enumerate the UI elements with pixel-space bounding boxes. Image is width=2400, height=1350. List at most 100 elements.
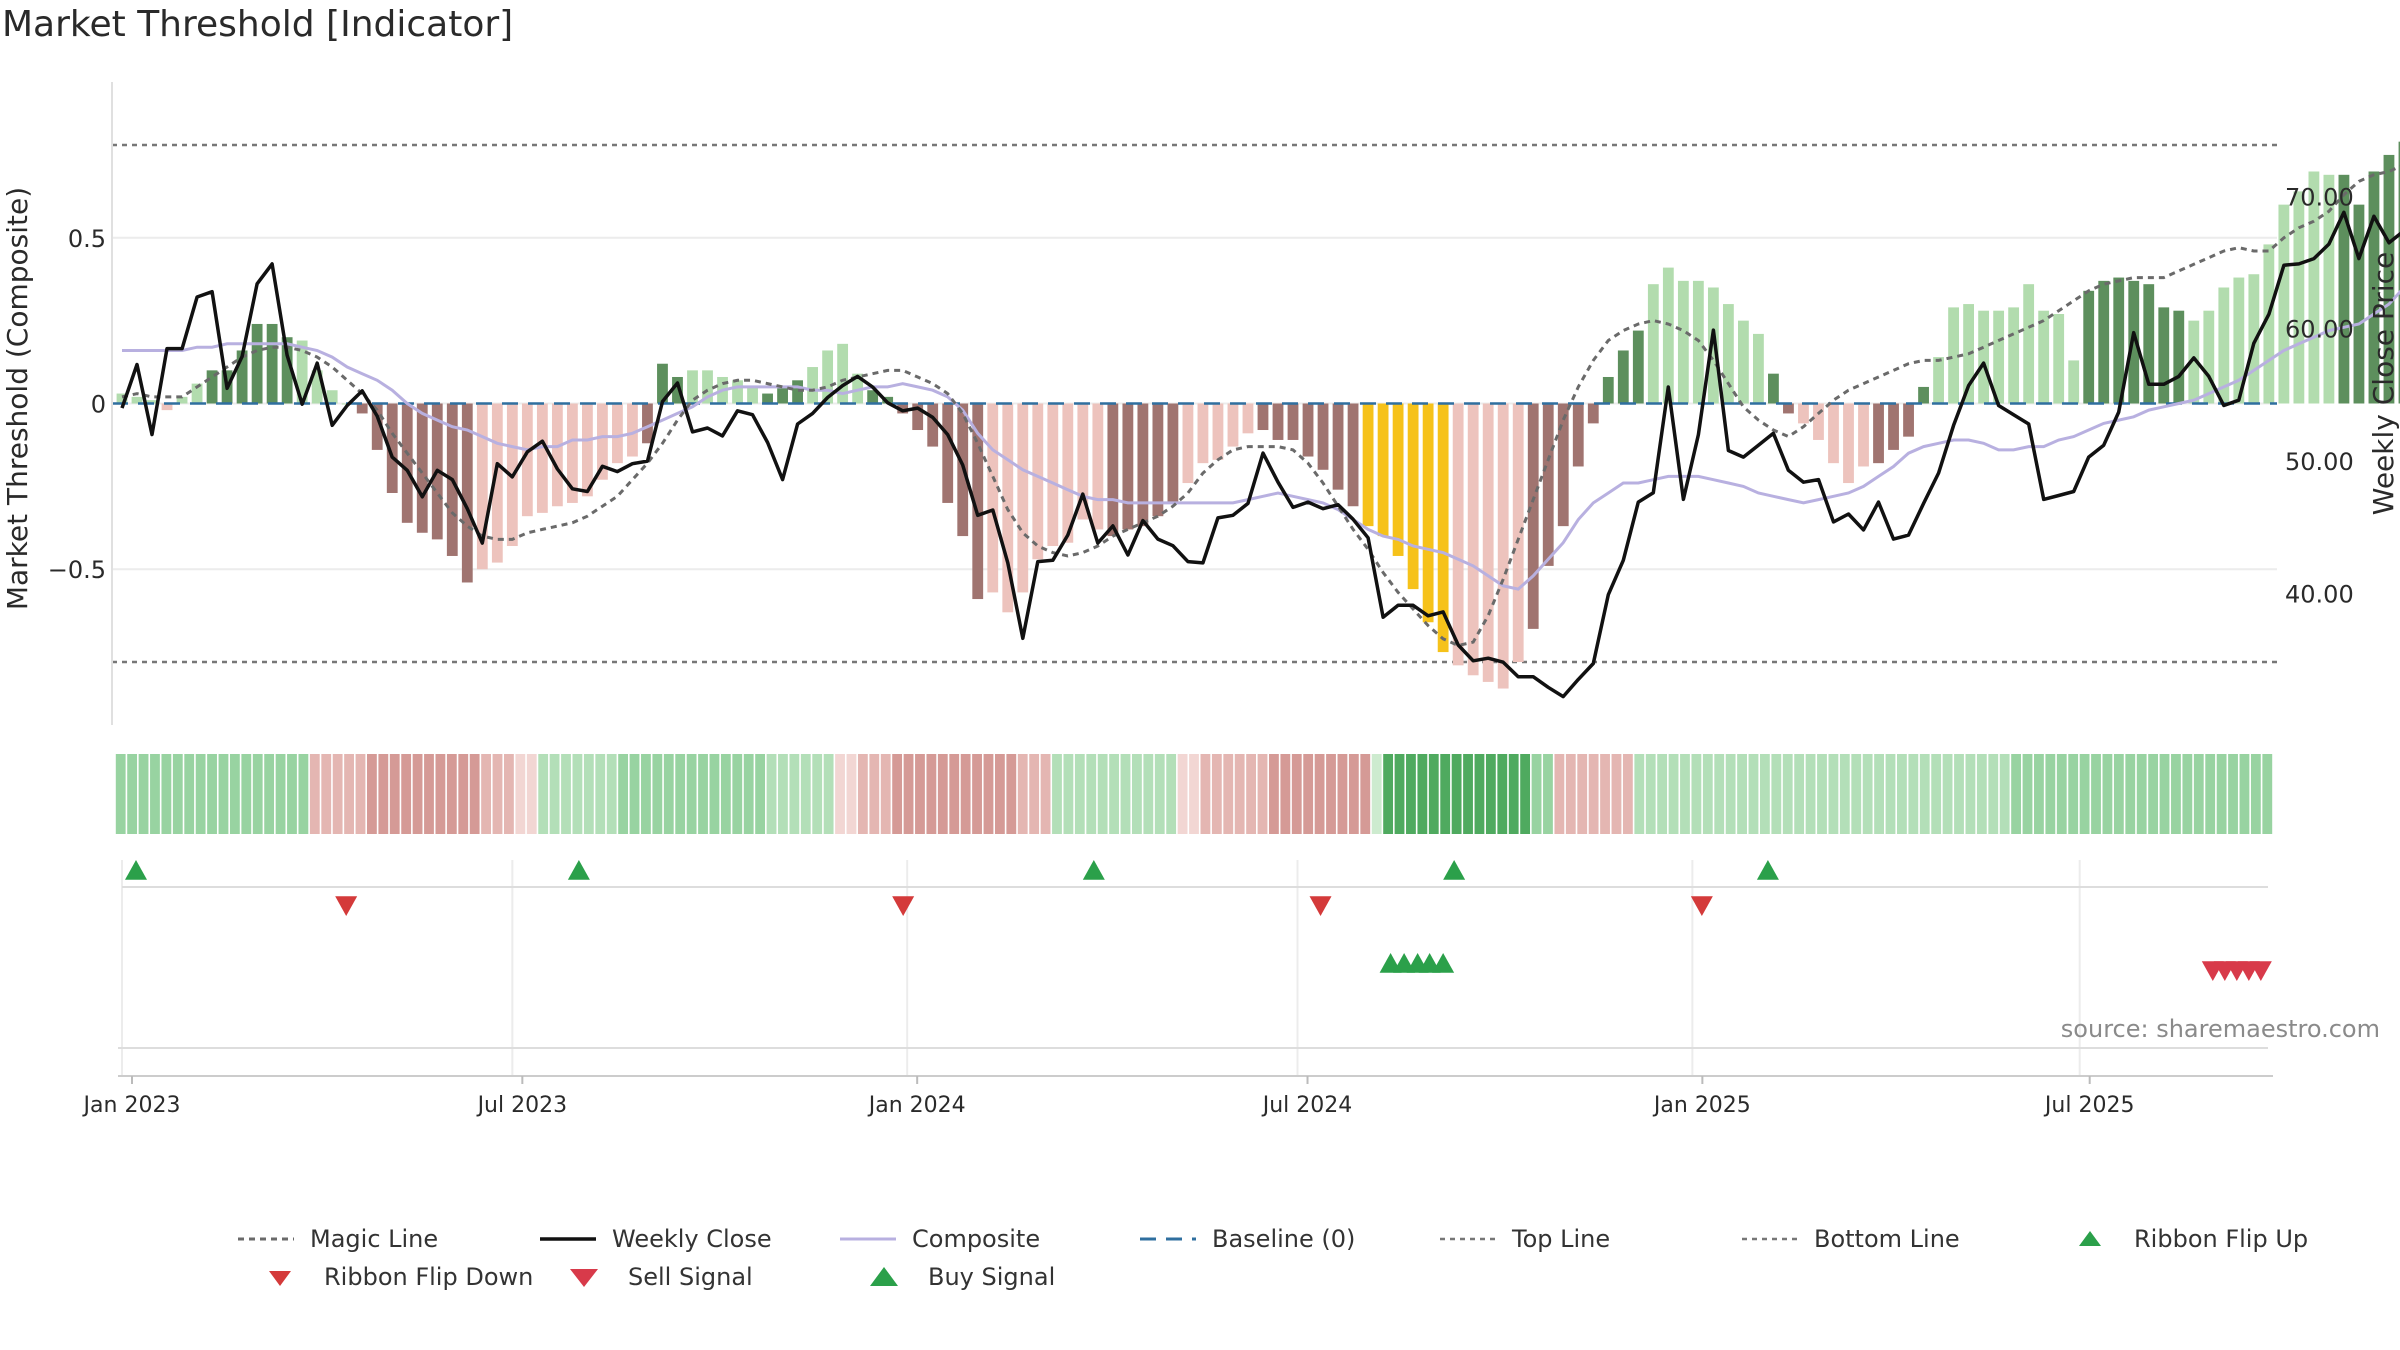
- ribbon-cell: [1520, 754, 1531, 834]
- ribbon-cell: [743, 754, 754, 834]
- composite-bar: [1017, 403, 1029, 593]
- sell-signal-marker: [2249, 961, 2272, 981]
- ribbon-cell: [355, 754, 366, 834]
- ribbon-cell: [1725, 754, 1736, 834]
- composite-bar: [1332, 403, 1344, 490]
- ribbon-cell: [538, 754, 549, 834]
- ribbon-cell: [2011, 754, 2022, 834]
- ribbon-cell: [1166, 754, 1177, 834]
- ribbon-cell: [526, 754, 537, 834]
- ribbon-cell: [778, 754, 788, 834]
- ribbon-cell: [1291, 754, 1302, 834]
- ribbon-cell: [2045, 754, 2056, 834]
- composite-bar: [2248, 274, 2260, 404]
- ribbon-cell: [332, 754, 343, 834]
- ribbon-cell: [1976, 754, 1987, 834]
- ribbon-cell: [618, 754, 629, 834]
- ribbon-strip: [115, 754, 2273, 834]
- composite-bar: [1242, 403, 1254, 434]
- ribbon-cell: [1371, 754, 1382, 834]
- composite-bar: [1107, 403, 1119, 537]
- ribbon-cell: [2228, 754, 2238, 834]
- composite-bar: [612, 403, 623, 464]
- composite-bar: [1062, 403, 1074, 543]
- ribbon-cell: [1680, 754, 1690, 834]
- legend-item-bottom: Bottom Line: [1742, 1225, 1960, 1253]
- composite-bar: [807, 367, 819, 404]
- composite-bar: [2383, 154, 2395, 404]
- ribbon-cell: [1029, 754, 1040, 834]
- ribbon-cell: [1565, 754, 1576, 834]
- overlay-lines: [112, 165, 2400, 699]
- composite-bar: [1362, 403, 1374, 527]
- ribbon-cell: [880, 754, 891, 834]
- ribbon-cell: [172, 754, 183, 834]
- ribbon-cell: [823, 754, 834, 834]
- composite-bar: [116, 393, 128, 404]
- ribbon-cell: [2159, 754, 2170, 834]
- ribbon-flip-up-marker: [125, 860, 147, 880]
- legend-swatch-composite: [840, 1237, 896, 1241]
- composite-bar: [702, 370, 713, 404]
- ribbon-cell: [1588, 754, 1599, 834]
- composite-bar: [1903, 403, 1914, 437]
- source-note: source: sharemaestro.com: [2060, 1015, 2380, 1043]
- ribbon-cell: [1132, 754, 1142, 834]
- ribbon-cell: [1428, 754, 1439, 834]
- composite-bar: [311, 370, 323, 404]
- composite-bar: [1617, 350, 1629, 404]
- ribbon-cell: [1999, 754, 2010, 834]
- composite-bar: [566, 403, 578, 503]
- composite-bar: [1858, 403, 1869, 467]
- ribbon-cell: [1577, 754, 1588, 834]
- ribbon-cell: [1337, 754, 1348, 834]
- ribbon-cell: [2262, 754, 2273, 834]
- composite-bar: [1768, 373, 1779, 404]
- ribbon-cell: [1006, 754, 1017, 834]
- ribbon-cell: [2136, 754, 2147, 834]
- ribbon-cell: [1143, 754, 1154, 834]
- legend-label: Buy Signal: [928, 1263, 1056, 1291]
- legend-label: Bottom Line: [1814, 1225, 1960, 1253]
- ribbon-cell: [937, 754, 948, 834]
- ribbon-cell: [675, 754, 686, 834]
- ribbon-cell: [264, 754, 275, 834]
- composite-bar: [1993, 310, 2005, 404]
- composite-bar: [1377, 403, 1389, 537]
- composite-bar: [2188, 320, 2200, 404]
- ribbon-cell: [1634, 754, 1645, 834]
- composite-bar: [1122, 403, 1134, 530]
- ribbon-cell: [1851, 754, 1862, 834]
- ribbon-cell: [2068, 754, 2079, 834]
- ribbon-cell: [2148, 754, 2159, 834]
- ribbon-cell: [184, 754, 195, 834]
- composite-bar: [972, 403, 984, 600]
- ribbon-cell: [629, 754, 640, 834]
- legend-item-flipdown: Ribbon Flip Down: [252, 1263, 533, 1291]
- composite-bar: [2293, 191, 2305, 404]
- composite-bar: [792, 380, 803, 404]
- composite-bar: [1783, 403, 1794, 414]
- ribbon-cell: [2193, 754, 2204, 834]
- ribbon-cell: [481, 754, 491, 834]
- ribbon-cell: [1326, 754, 1336, 834]
- ribbon-cell: [698, 754, 708, 834]
- composite-bar: [1182, 403, 1194, 484]
- ribbon-cell: [2022, 754, 2033, 834]
- ribbon-cell: [732, 754, 743, 834]
- y2-tick-label: 40.00: [2285, 580, 2354, 608]
- ribbon-cell: [549, 754, 560, 834]
- composite-bar: [1737, 320, 1749, 404]
- composite-bar: [551, 403, 563, 507]
- composite-bar: [2113, 277, 2125, 404]
- ribbon-cell: [789, 754, 800, 834]
- composite-bar: [927, 403, 939, 447]
- composite-bar: [2308, 171, 2320, 404]
- composite-bar: [942, 403, 954, 503]
- legend-item-flipup: Ribbon Flip Up: [2062, 1225, 2308, 1253]
- ribbon-cell: [504, 754, 514, 834]
- ribbon-cell: [1897, 754, 1907, 834]
- ribbon-cell: [1919, 754, 1930, 834]
- legend-label: Magic Line: [310, 1225, 439, 1253]
- composite-bar: [1167, 403, 1179, 503]
